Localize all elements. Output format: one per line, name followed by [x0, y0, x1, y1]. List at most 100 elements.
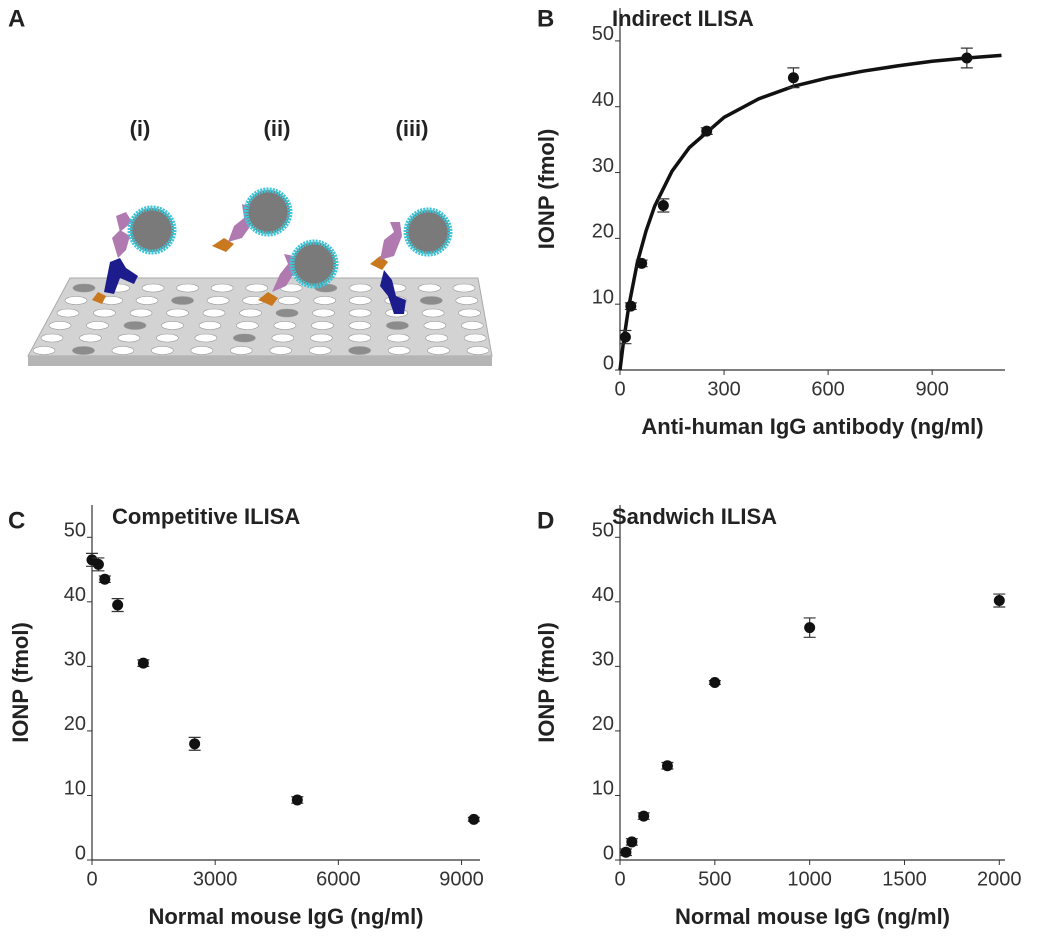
well — [161, 321, 184, 330]
data-point — [291, 794, 303, 806]
panel-label: D — [537, 507, 554, 534]
y-tick-label: 10 — [592, 778, 614, 800]
y-tick-label: 10 — [592, 286, 614, 308]
well — [210, 283, 234, 293]
data-point — [137, 657, 149, 669]
well — [206, 296, 230, 305]
data-point — [636, 257, 648, 269]
y-axis-label: IONP (fmol) — [8, 622, 33, 743]
x-tick-label: 0 — [86, 868, 97, 890]
well — [386, 321, 409, 330]
well — [452, 283, 476, 293]
y-tick-label: 0 — [75, 842, 86, 864]
well — [129, 308, 153, 318]
y-tick-label: 50 — [592, 23, 614, 45]
y-tick-label: 50 — [592, 520, 614, 542]
data-point — [787, 72, 799, 84]
well — [156, 333, 179, 343]
x-tick-label: 1000 — [787, 868, 832, 890]
y-tick-label: 30 — [592, 649, 614, 671]
panel-label: B — [537, 5, 554, 32]
well — [425, 333, 449, 343]
well — [64, 296, 88, 305]
x-tick-label: 2000 — [977, 868, 1022, 890]
x-tick-label: 0 — [614, 378, 625, 400]
well — [427, 346, 450, 355]
well — [421, 308, 445, 318]
well — [239, 308, 262, 318]
well — [273, 321, 297, 330]
well — [313, 296, 336, 305]
illustration-label: (iii) — [396, 116, 429, 141]
y-axis-label: IONP (fmol) — [534, 622, 559, 743]
well — [190, 346, 214, 355]
x-tick-label: 3000 — [193, 868, 238, 890]
x-axis-label: Normal mouse IgG (ng/ml) — [148, 904, 423, 929]
x-tick-label: 6000 — [316, 868, 361, 890]
x-tick-label: 600 — [811, 378, 844, 400]
x-axis-label: Anti-human IgG antibody (ng/ml) — [641, 414, 983, 439]
data-point — [638, 810, 650, 822]
panel-label: C — [8, 507, 25, 534]
well — [458, 308, 481, 318]
well — [387, 346, 411, 355]
well — [117, 333, 141, 343]
well — [310, 333, 333, 343]
y-tick-label: 10 — [64, 778, 86, 800]
well — [348, 308, 372, 318]
x-tick-label: 9000 — [439, 868, 484, 890]
plate-edge — [28, 356, 492, 366]
y-tick-label: 20 — [592, 221, 614, 243]
x-tick-label: 500 — [698, 868, 731, 890]
well — [93, 308, 116, 318]
well — [141, 283, 165, 293]
well — [48, 321, 72, 330]
y-tick-label: 50 — [64, 520, 86, 542]
x-tick-label: 900 — [915, 378, 948, 400]
well — [455, 296, 479, 305]
well — [348, 333, 372, 343]
well — [349, 283, 372, 293]
y-axis-label: IONP (fmol) — [534, 129, 559, 250]
well — [348, 346, 371, 355]
well — [171, 296, 194, 305]
well — [348, 296, 372, 305]
data-point — [112, 599, 124, 611]
data-point — [661, 760, 673, 772]
x-axis-label: Normal mouse IgG (ng/ml) — [675, 904, 950, 929]
chart-title: Indirect ILISA — [612, 6, 754, 31]
well — [56, 308, 80, 318]
y-tick-label: 40 — [64, 584, 86, 606]
well — [419, 296, 443, 305]
chart-title: Competitive ILISA — [112, 504, 300, 529]
well — [418, 283, 441, 293]
nanoparticles — [127, 187, 453, 289]
data-point — [804, 622, 816, 634]
well — [386, 333, 410, 343]
well — [466, 346, 490, 355]
well — [151, 346, 174, 355]
well — [72, 283, 96, 293]
well — [233, 333, 256, 343]
well — [277, 296, 301, 305]
well — [348, 321, 372, 330]
data-point — [92, 558, 104, 570]
data-point — [701, 125, 713, 137]
well — [40, 333, 64, 343]
well — [79, 333, 102, 343]
well — [198, 321, 222, 330]
well — [111, 346, 135, 355]
data-point — [620, 846, 632, 858]
well — [312, 308, 335, 318]
well — [275, 308, 299, 318]
illustration-label: (i) — [130, 116, 151, 141]
illustration-label: (ii) — [264, 116, 291, 141]
well — [166, 308, 189, 318]
well — [86, 321, 109, 330]
y-tick-label: 30 — [592, 155, 614, 177]
x-tick-label: 300 — [707, 378, 740, 400]
chart-title: Sandwich ILISA — [612, 504, 777, 529]
data-point — [625, 300, 637, 312]
y-tick-label: 0 — [603, 352, 614, 374]
well — [32, 346, 56, 355]
